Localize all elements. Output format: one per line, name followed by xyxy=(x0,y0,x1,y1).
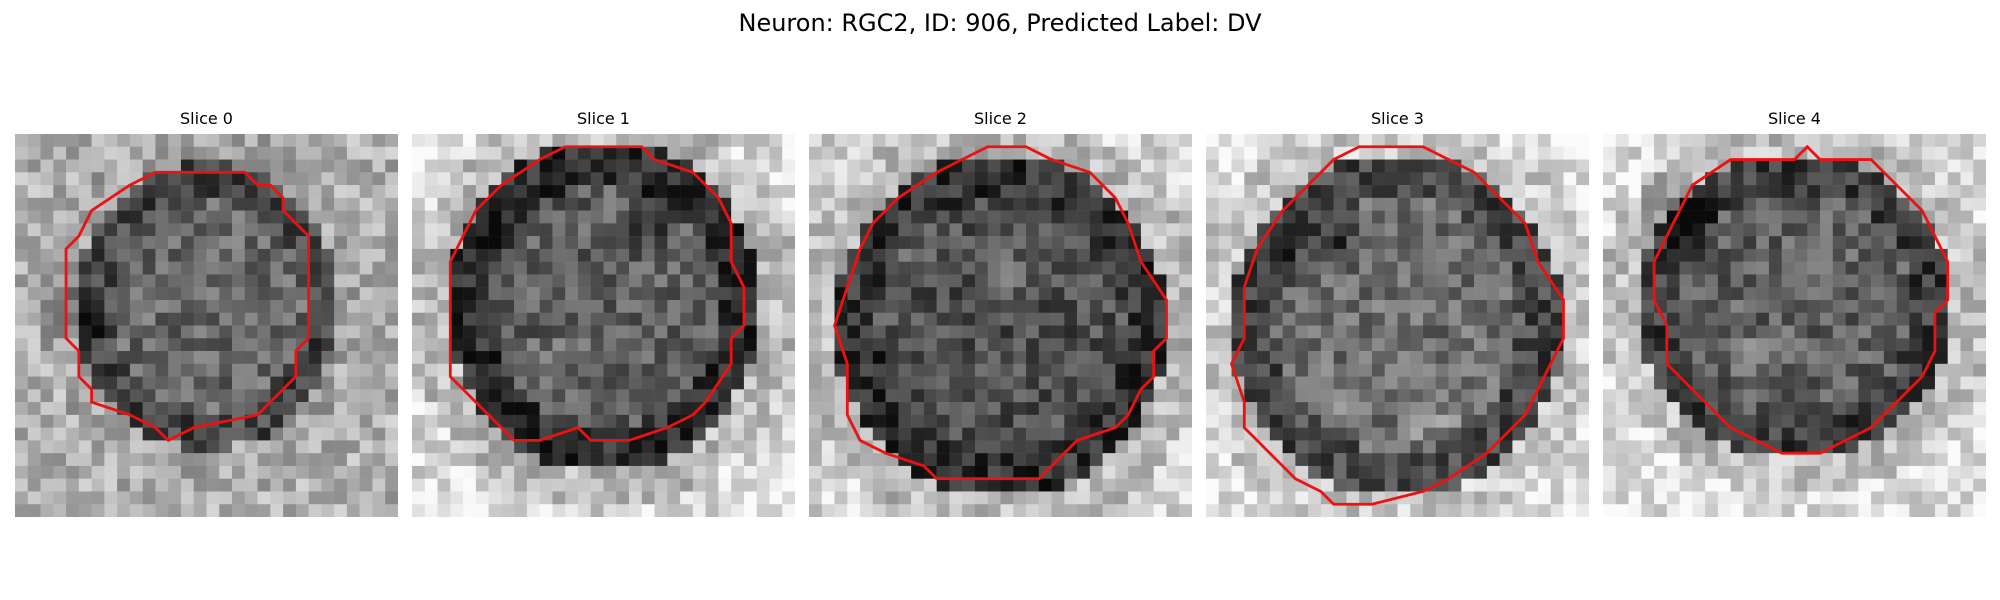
segmentation-contour xyxy=(1230,145,1565,506)
slice-title: Slice 0 xyxy=(180,109,233,128)
slice-panel-4: Slice 4 xyxy=(1603,108,1986,520)
slice-panel-1: Slice 1 xyxy=(412,108,795,520)
pixel-grid xyxy=(809,134,1192,517)
slice-image-1 xyxy=(412,134,795,517)
pixel-grid xyxy=(1603,134,1986,517)
segmentation-contour xyxy=(1652,144,1950,455)
slice-panel-2: Slice 2 xyxy=(809,108,1192,520)
slice-title: Slice 4 xyxy=(1768,109,1821,128)
pixel-grid xyxy=(15,134,398,517)
segmentation-contour xyxy=(448,145,746,442)
segmentation-contour xyxy=(64,170,311,443)
figure-title: Neuron: RGC2, ID: 906, Predicted Label: … xyxy=(738,9,1262,37)
pixel-grid xyxy=(412,134,795,517)
slice-image-2 xyxy=(809,134,1192,517)
segmentation-contour xyxy=(833,145,1168,481)
pixel-grid xyxy=(1206,134,1589,517)
slice-image-3 xyxy=(1206,134,1589,517)
slice-panel-0: Slice 0 xyxy=(15,108,398,520)
slice-title: Slice 2 xyxy=(974,109,1027,128)
slice-title: Slice 3 xyxy=(1371,109,1424,128)
slice-title: Slice 1 xyxy=(577,109,630,128)
slice-panel-3: Slice 3 xyxy=(1206,108,1589,520)
slice-image-4 xyxy=(1603,134,1986,517)
slice-image-0 xyxy=(15,134,398,517)
